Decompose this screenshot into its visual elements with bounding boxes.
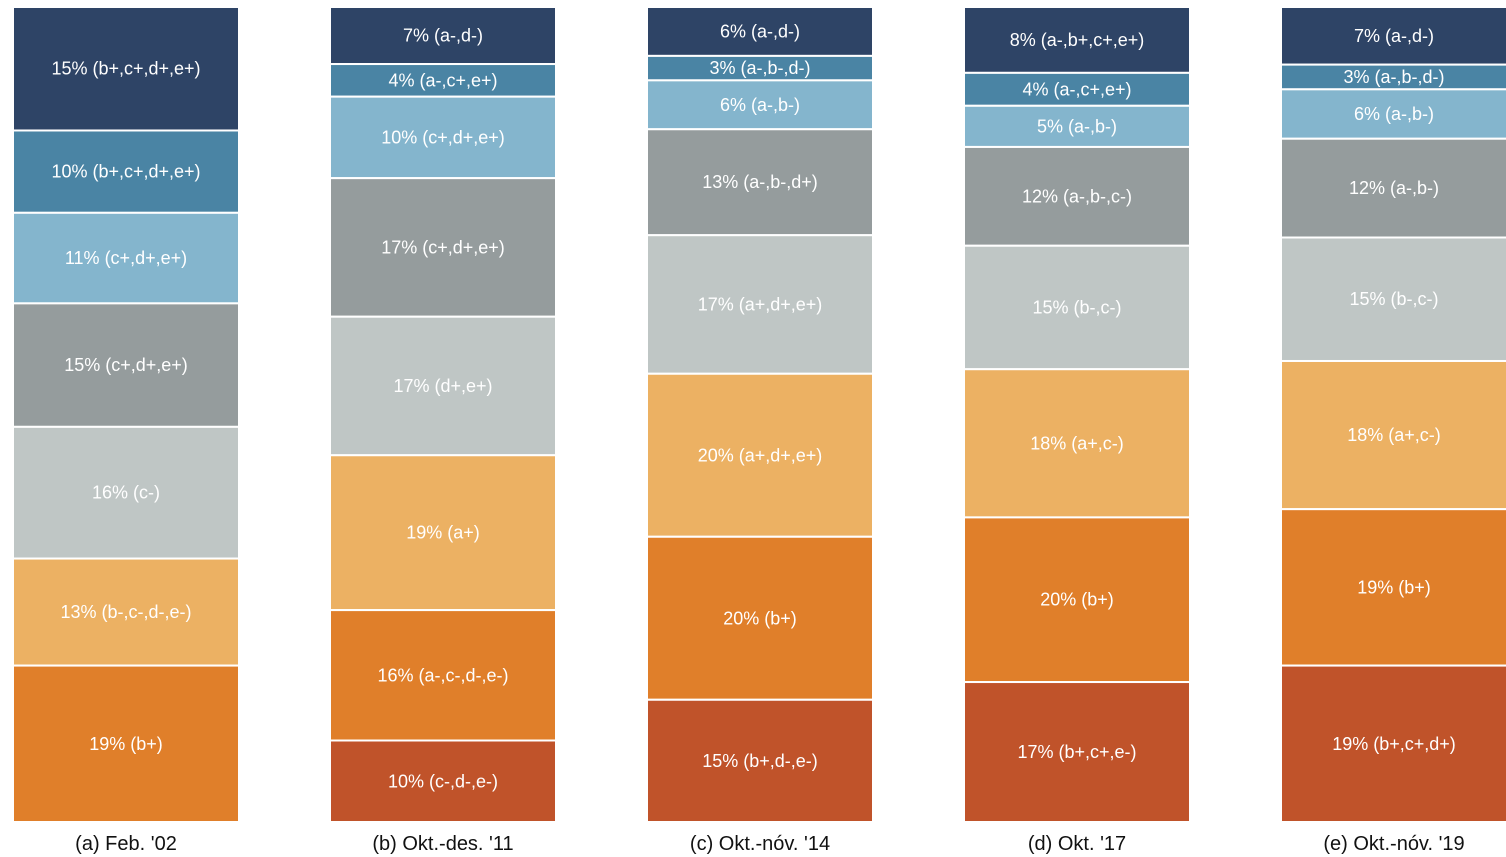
segment-label: 20% (b+) [1040,590,1114,610]
segment-label: 12% (a-,b-,c-) [1022,186,1132,206]
bar-segment [12,129,240,214]
bar-segment [12,557,240,667]
segment-label: 6% (a-,d-) [720,21,800,41]
segment-label: 15% (b-,c-) [1349,289,1438,309]
segment-label: 4% (a-,c+,e+) [388,70,497,90]
bar-segment [12,302,240,428]
bar-segment [12,425,240,560]
bar-segment [963,244,1191,371]
segment-label: 18% (a+,c-) [1030,433,1124,453]
segment-label: 8% (a-,b+,c+,e+) [1010,30,1145,50]
segment-label: 18% (a+,c-) [1347,425,1441,445]
segment-label: 17% (b+,c+,e-) [1017,742,1136,762]
bar-segment [329,739,557,823]
bar-segment [646,234,874,375]
segment-label: 20% (b+) [723,608,797,628]
bar-segment [12,6,240,132]
segment-label: 16% (a-,c-,d-,e-) [377,665,508,685]
segment-label: 4% (a-,c+,e+) [1022,79,1131,99]
bar-segment [12,211,240,305]
stacked-column: 7% (a-,d-) 3% (a-,b-,d-) 6% (a-,b-) 12% (a-… [1280,6,1506,855]
stacked-column: 7% (a-,d-) 4% (a-,c+,e+) 10% (c+,d+,e+) 17%… [329,6,557,855]
segment-label: 19% (b+,c+,d+) [1332,734,1456,754]
segment-label: 11% (c+,d+,e+) [65,248,187,268]
segment-label: 6% (a-,b-) [720,95,800,115]
segment-label: 15% (b+,d-,e-) [702,751,818,771]
segment-label: 7% (a-,d-) [1354,26,1434,46]
column-caption: (d) Okt. '17 [1028,833,1126,855]
bar-segment [646,54,874,82]
segment-label: 17% (d+,e+) [393,376,492,396]
bar-segment [1280,6,1506,66]
segment-label: 12% (a-,b-) [1349,178,1439,198]
bar-segment [329,609,557,742]
segment-label: 19% (b+) [89,734,163,754]
segment-label: 3% (a-,b-,d-) [709,58,810,78]
segment-label: 13% (b-,c-,d-,e-) [60,602,191,622]
segment-label: 19% (b+) [1357,577,1431,597]
stacked-column: 8% (a-,b+,c+,e+) 4% (a-,c+,e+) 5% (a-,b-) 1… [963,6,1191,855]
segment-label: 13% (a-,b-,d+) [702,172,818,192]
segment-label: 20% (a+,d+,e+) [698,445,823,465]
stacked-column: 6% (a-,d-) 3% (a-,b-,d-) 6% (a-,b-) 13% (a-… [646,6,874,855]
column-caption: (a) Feb. '02 [75,833,177,855]
bar-segment [646,535,874,701]
segment-label: 15% (b-,c-) [1032,297,1121,317]
segment-label: 7% (a-,d-) [403,26,483,46]
bar-segment [963,681,1191,823]
segment-label: 15% (c+,d+,e+) [64,355,188,375]
bar-segment [963,145,1191,247]
bar-segment [12,664,240,824]
segment-label: 5% (a-,b-) [1037,116,1117,136]
segment-label: 10% (b+,c+,d+,e+) [51,162,200,182]
segment-label: 10% (c-,d-,e-) [388,771,498,791]
stacked-column: 15% (b+,c+,d+,e+) 10% (b+,c+,d+,e+) 11% (c… [12,6,240,855]
bar-segment [329,315,557,457]
bar-segment [963,6,1191,74]
segment-label: 6% (a-,b-) [1354,104,1434,124]
bar-segment [329,6,557,66]
bar-segment [1280,508,1506,667]
bar-segment [1280,236,1506,362]
segment-label: 10% (c+,d+,e+) [381,127,505,147]
segment-label: 17% (c+,d+,e+) [381,237,505,257]
bar-segment [329,95,557,180]
bar-segment [646,372,874,538]
bar-segment [1280,664,1506,824]
bar-segment [646,698,874,823]
bar-segment [646,79,874,131]
segment-label: 19% (a+) [406,523,480,543]
segment-label: 3% (a-,b-,d-) [1343,67,1444,87]
column-caption: (c) Okt.-nóv. '14 [690,833,830,855]
segment-label: 17% (a+,d+,e+) [698,294,823,314]
bar-segment [963,516,1191,684]
column-caption: (b) Okt.-des. '11 [372,833,513,855]
bar-segment [329,177,557,318]
bar-segment [646,128,874,237]
bar-segment [1280,137,1506,239]
column-caption: (e) Okt.-nóv. '19 [1323,833,1464,855]
bar-segment [963,368,1191,519]
bar-segment [329,454,557,612]
segment-label: 15% (b+,c+,d+,e+) [51,59,200,79]
segment-label: 16% (c-) [92,483,160,503]
bar-segment [646,6,874,57]
bar-segment [963,104,1191,148]
